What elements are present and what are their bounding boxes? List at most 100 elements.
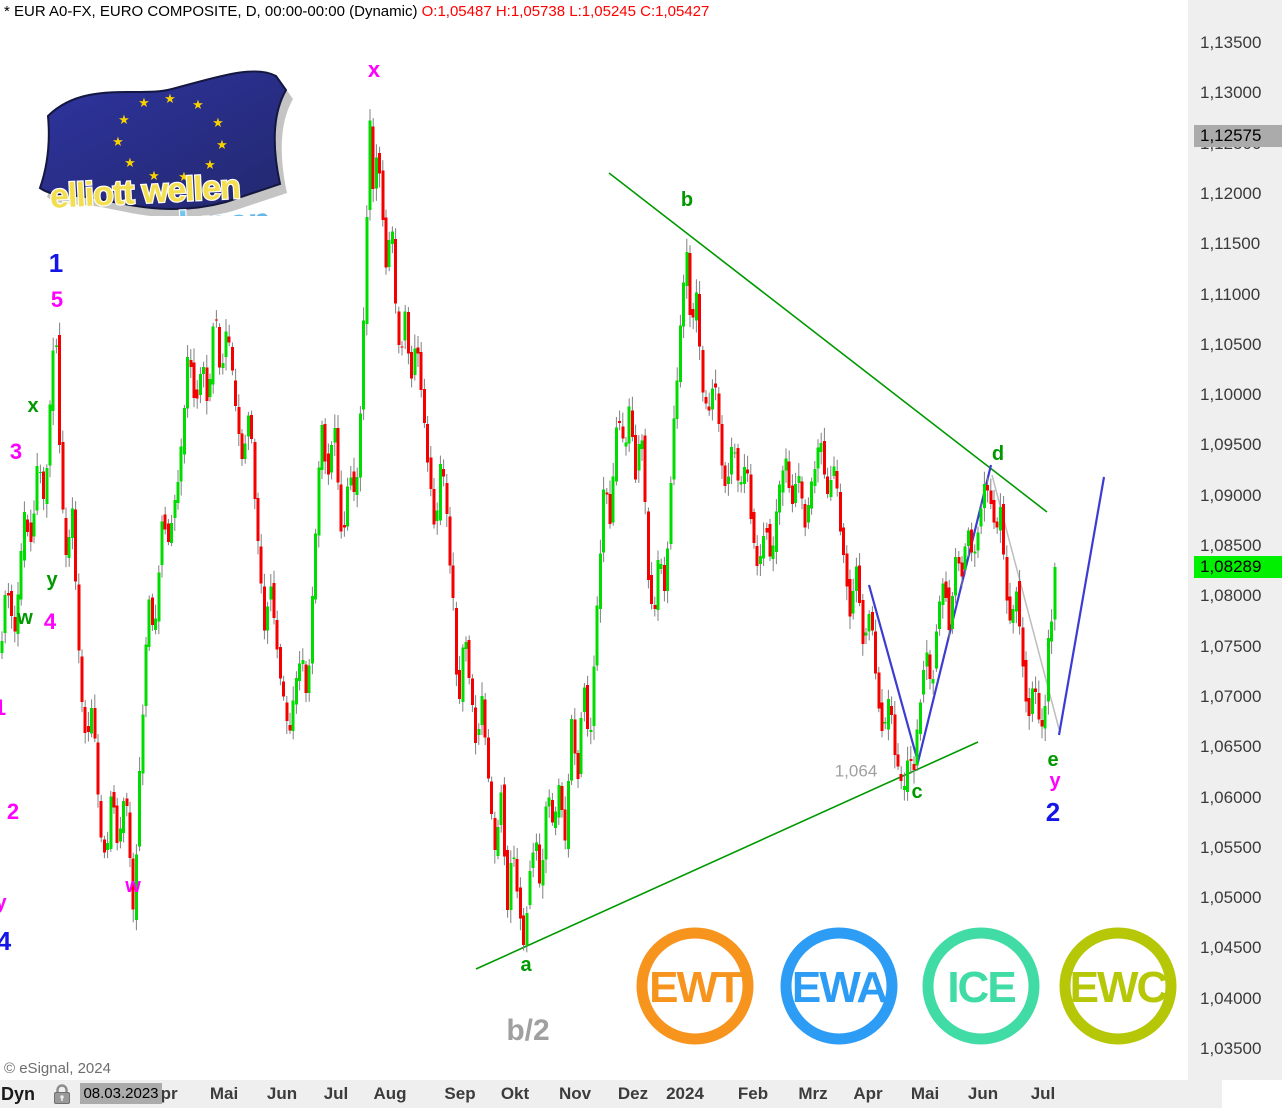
price-axis-label: 1,06500: [1200, 737, 1262, 757]
month-label-feb: Feb: [737, 1084, 769, 1103]
chart-title-bar: * EUR A0-FX, EURO COMPOSITE, D, 00:00-00…: [4, 3, 709, 20]
svg-text:★: ★: [204, 157, 216, 172]
month-label-sep: Sep: [444, 1084, 476, 1103]
wave-label-y: y: [1049, 770, 1061, 792]
svg-text:★: ★: [192, 97, 204, 112]
price-axis-label: 1,10000: [1200, 385, 1262, 405]
wave-label-x: x: [27, 395, 39, 417]
price-axis-label: 1,06000: [1200, 787, 1262, 807]
price-axis-label: 1,09000: [1200, 485, 1262, 505]
month-label-jun: Jun: [266, 1084, 298, 1103]
wave-label-c: c: [911, 781, 923, 803]
trendlines-group: [475, 172, 1106, 970]
month-label-aug: Aug: [373, 1084, 407, 1103]
month-label-mai: Mai: [209, 1084, 239, 1103]
wave-label-y: y: [0, 892, 7, 914]
badge-ewt: EWT: [636, 927, 754, 1045]
candle-bodies-group: [0, 120, 1057, 946]
plot-area[interactable]: ★★★ ★★★ ★★★ ★★ elliott wellen analysen ©…: [0, 0, 1188, 1080]
svg-text:★: ★: [118, 112, 130, 127]
wave-label-1: 1: [48, 248, 64, 278]
month-label-mrz: Mrz: [798, 1084, 828, 1103]
lock-icon[interactable]: [50, 1082, 74, 1106]
price-axis-label: 1,03500: [1200, 1039, 1262, 1058]
time-axis[interactable]: Dyn Apr Mai Jun Jul Aug Sep Okt Nov Dez 2024 Feb Mr…: [0, 1080, 1282, 1108]
wave-label-2: 2: [6, 799, 20, 824]
svg-text:★: ★: [138, 95, 150, 110]
price-axis-label: 1,04500: [1200, 938, 1262, 958]
wave-label-1064: 1,064: [834, 761, 878, 781]
price-axis-label: 1,08000: [1200, 586, 1262, 606]
wave-label-e: e: [1047, 749, 1059, 771]
month-label-jul: Jul: [1030, 1084, 1056, 1103]
svg-text:★: ★: [164, 91, 176, 106]
price-axis-label: 1,10500: [1200, 334, 1262, 354]
svg-text:EWT: EWT: [649, 963, 743, 1012]
month-label-jul: Jul: [323, 1084, 349, 1103]
svg-text:EWA: EWA: [792, 963, 887, 1012]
badge-ice: ICE: [922, 927, 1040, 1045]
candle-wicks-group: [1, 109, 1056, 953]
price-axis-label: 1,05000: [1200, 888, 1262, 908]
last-price-box: 1,08289: [1194, 556, 1282, 579]
price-axis-label: 1,07500: [1200, 636, 1262, 656]
badge-ewc: EWC: [1059, 927, 1177, 1045]
highlight-price-box: 1,12575: [1194, 125, 1282, 148]
price-axis-label: 1,13500: [1200, 33, 1262, 52]
upper-green-trendline: [608, 172, 1048, 513]
svg-text:★: ★: [178, 169, 190, 184]
svg-text:★: ★: [148, 168, 160, 183]
chart-canvas: [0, 109, 1106, 970]
blue-projection: [1057, 476, 1106, 736]
month-label-okt: Okt: [500, 1084, 530, 1103]
flag-stars: ★ ★★ ★★★ ★★★ ★★: [112, 91, 228, 184]
month-label-apr: Apr: [853, 1084, 883, 1103]
lower-green-trendline: [475, 741, 979, 970]
wave-label-4: 4: [43, 609, 57, 634]
month-label-dez: Dez: [617, 1084, 649, 1103]
wave-label-x: x: [367, 57, 381, 82]
price-axis-label: 1,08500: [1200, 536, 1262, 555]
svg-text:ICE: ICE: [947, 963, 1015, 1012]
svg-text:EWC: EWC: [1070, 963, 1168, 1012]
month-label-2024: 2024: [666, 1084, 704, 1103]
price-axis-label: 1,13000: [1200, 83, 1262, 103]
price-axis-label: 1,11500: [1200, 234, 1261, 254]
copyright-label: © eSignal, 2024: [4, 1060, 111, 1077]
wave-label-2: 2: [1045, 797, 1061, 827]
badge-ewa: EWA: [780, 927, 898, 1045]
wave-label-1: 1: [0, 697, 6, 719]
price-axis-label: 1,09500: [1200, 435, 1262, 455]
wave-label-3: 3: [9, 439, 23, 464]
price-axis-label: 1,07000: [1200, 686, 1262, 706]
wave-label-d: d: [991, 443, 1005, 465]
svg-text:★: ★: [124, 155, 136, 170]
wave-label-a: a: [520, 954, 532, 976]
svg-text:★: ★: [112, 134, 124, 149]
time-axis-background: [0, 1080, 1222, 1108]
instrument-title: * EUR A0-FX, EURO COMPOSITE, D, 00:00-00…: [4, 3, 422, 20]
ohlc-values: O:1,05487 H:1,05738 L:1,05245 C:1,05427: [421, 3, 710, 20]
wave-label-b2: b/2: [506, 1014, 550, 1047]
first-bar-date-box: 08.03.2023: [80, 1083, 162, 1104]
eu-flag-icon: ★ ★★ ★★★ ★★★ ★★: [38, 70, 293, 216]
price-axis-label: 1,04000: [1200, 988, 1262, 1008]
wave-label-b: b: [680, 189, 694, 211]
price-axis[interactable]: 1,135001,130001,125001,120001,115001,110…: [1188, 0, 1282, 1080]
wave-label-w: w: [125, 875, 141, 897]
month-label-mai: Mai: [910, 1084, 940, 1103]
price-axis-label: 1,11000: [1200, 284, 1261, 304]
wave-label-5: 5: [50, 287, 64, 312]
month-label-nov: Nov: [558, 1084, 592, 1103]
price-axis-label: 1,05500: [1200, 837, 1262, 857]
elliott-wellen-logo: ★★★ ★★★ ★★★ ★★ elliott wellen analysen: [38, 70, 293, 216]
dyn-indicator[interactable]: Dyn: [1, 1084, 36, 1104]
wave-label-y: y: [46, 569, 58, 591]
wave-label-w: w: [17, 607, 33, 629]
wave-label-4: 4: [0, 926, 12, 956]
svg-text:★: ★: [212, 115, 224, 130]
month-label-jun: Jun: [967, 1084, 999, 1103]
svg-text:★: ★: [216, 137, 228, 152]
price-axis-label: 1,12000: [1200, 183, 1262, 203]
